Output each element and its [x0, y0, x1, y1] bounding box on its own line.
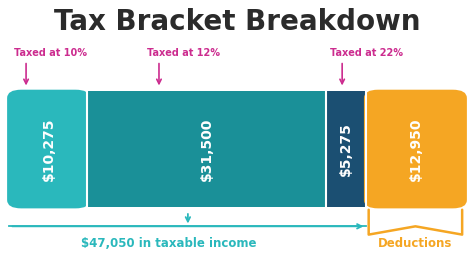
Text: Taxed at 12%: Taxed at 12% [147, 48, 220, 58]
Text: $5,275: $5,275 [339, 122, 353, 176]
Text: $47,050 in taxable income: $47,050 in taxable income [81, 237, 257, 250]
Text: Tax Bracket Breakdown: Tax Bracket Breakdown [54, 8, 420, 36]
Text: Taxed at 10%: Taxed at 10% [14, 48, 87, 58]
Text: $12,950: $12,950 [409, 117, 422, 181]
Text: Taxed at 22%: Taxed at 22% [330, 48, 403, 58]
FancyBboxPatch shape [7, 90, 90, 208]
Text: Deductions: Deductions [378, 237, 453, 250]
Bar [326, 91, 366, 207]
Text: $31,500: $31,500 [200, 117, 214, 181]
FancyBboxPatch shape [364, 90, 467, 208]
Bar [87, 91, 326, 207]
Text: $10,275: $10,275 [41, 117, 55, 181]
